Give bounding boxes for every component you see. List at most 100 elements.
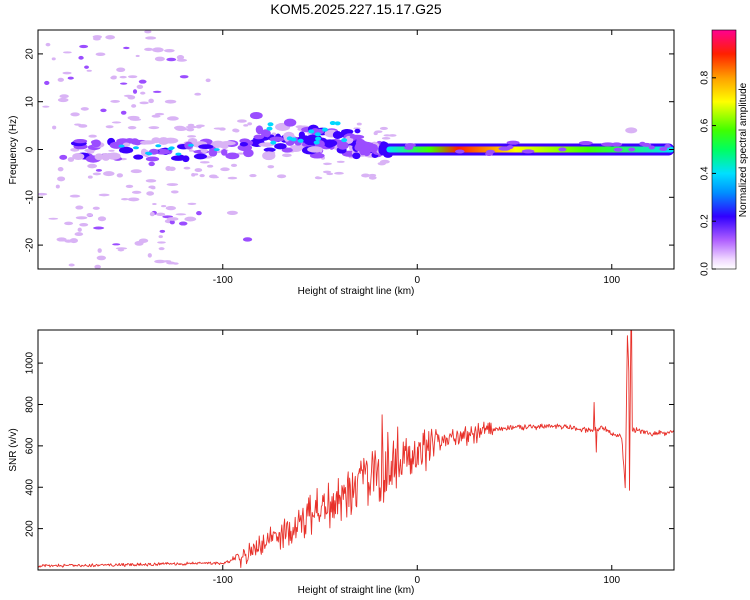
cluster-blob	[221, 149, 228, 156]
noise-speckle	[144, 47, 154, 51]
noise-speckle	[187, 135, 197, 138]
noise-speckle	[93, 226, 105, 230]
noise-speckle	[97, 216, 107, 222]
cluster-core	[270, 140, 277, 145]
snr-series-line	[38, 330, 674, 569]
noise-speckle	[191, 173, 196, 177]
noise-speckle	[176, 55, 185, 60]
snr-y-axis-label: SNR (v/v)	[8, 428, 19, 471]
noise-speckle	[123, 94, 134, 97]
cluster-blob	[220, 140, 236, 146]
noise-speckle	[388, 134, 397, 137]
noise-speckle	[162, 260, 172, 263]
noise-speckle	[88, 134, 97, 138]
cluster-blob	[283, 118, 297, 127]
noise-speckle	[334, 171, 344, 175]
noise-speckle	[57, 77, 64, 82]
cluster-core	[167, 147, 174, 151]
noise-speckle	[178, 221, 188, 226]
noise-speckle	[243, 124, 249, 127]
noise-speckle	[170, 190, 179, 194]
noise-speckle	[379, 126, 388, 130]
noise-speckle	[55, 184, 60, 189]
noise-speckle	[183, 166, 191, 170]
cluster-blob	[332, 131, 343, 139]
cluster-blob	[171, 155, 186, 161]
cluster-blob	[140, 148, 148, 157]
cluster-core	[308, 129, 315, 134]
noise-speckle	[165, 205, 176, 211]
noise-speckle	[281, 153, 292, 158]
noise-speckle	[86, 69, 92, 72]
cluster-blob	[72, 153, 85, 160]
noise-speckle	[148, 185, 156, 189]
noise-speckle	[75, 216, 88, 220]
noise-speckle	[119, 75, 127, 79]
noise-speckle	[173, 125, 186, 131]
noise-speckle	[148, 161, 155, 167]
noise-speckle	[196, 124, 205, 128]
band-edge	[506, 140, 520, 145]
noise-speckle	[161, 204, 167, 208]
cluster-core	[213, 148, 220, 152]
noise-speckle	[206, 164, 214, 168]
noise-speckle	[70, 112, 80, 117]
snr-y-tick-label: 1000	[25, 352, 36, 375]
noise-speckle	[373, 131, 378, 136]
noise-speckle	[51, 57, 56, 61]
noise-speckle	[326, 172, 334, 176]
spectrogram-y-tick-label: 20	[25, 48, 36, 60]
cluster-core	[341, 138, 348, 143]
noise-speckle	[120, 197, 129, 201]
cluster-blob	[118, 146, 134, 154]
noise-speckle	[95, 169, 103, 172]
noise-speckle	[242, 237, 253, 242]
snr-x-ticks: -100 0 100	[213, 330, 621, 586]
band-edge	[641, 142, 652, 147]
cluster-blob	[200, 148, 208, 154]
cluster-blob	[274, 143, 287, 150]
noise-speckle	[100, 108, 107, 113]
noise-speckle	[45, 42, 51, 47]
noise-speckle	[213, 127, 224, 130]
cluster-blob	[94, 153, 104, 161]
noise-speckle	[154, 112, 165, 116]
noise-speckle	[117, 248, 125, 252]
cluster-blob	[249, 111, 263, 120]
noise-speckle	[152, 202, 157, 206]
noise-speckle	[103, 171, 115, 177]
noise-speckle	[315, 176, 323, 180]
noise-speckle	[187, 123, 195, 127]
noise-speckle	[59, 154, 68, 160]
noise-speckle	[120, 110, 127, 115]
noise-speckle	[381, 137, 391, 140]
cluster-blob	[133, 139, 142, 146]
noise-speckle	[163, 48, 175, 53]
colorbar: 0.0 0.2 0.4 0.6 0.8 Normalized spectral ampl…	[700, 29, 749, 276]
noise-speckle	[377, 162, 386, 166]
noise-speckle	[136, 84, 144, 89]
noise-speckle	[135, 54, 140, 57]
noise-speckle	[38, 192, 48, 196]
noise-speckle	[276, 174, 287, 179]
noise-speckle	[144, 30, 152, 34]
snr-y-tick-label: 200	[25, 520, 36, 537]
noise-speckle	[105, 35, 116, 40]
cluster-core	[187, 143, 194, 147]
band-edge	[558, 147, 567, 152]
band-edge	[659, 146, 668, 151]
noise-speckle	[194, 92, 202, 96]
noise-speckle	[166, 217, 179, 221]
noise-speckle	[247, 122, 253, 126]
noise-speckle	[145, 36, 157, 40]
noise-speckle	[115, 247, 128, 250]
noise-speckle	[95, 52, 106, 57]
noise-speckle	[154, 56, 165, 62]
cluster-blob	[262, 151, 276, 161]
noise-speckle	[127, 75, 138, 79]
cluster-blob	[157, 137, 170, 145]
noise-speckle	[184, 216, 197, 222]
cluster-blob	[349, 134, 365, 140]
